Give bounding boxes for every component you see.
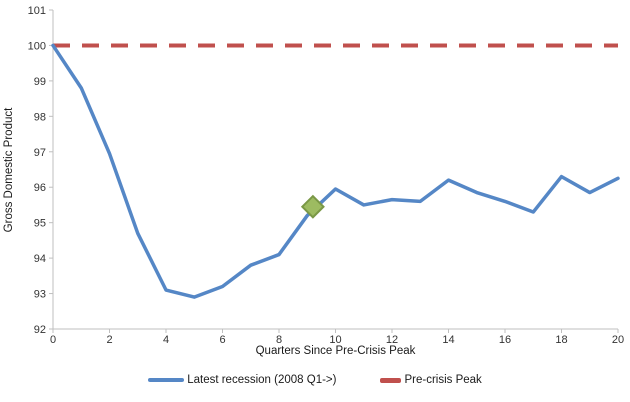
x-tick-label: 2 [106, 334, 112, 346]
x-tick-label: 6 [219, 334, 225, 346]
y-tick-label: 98 [34, 111, 46, 123]
x-tick-label: 0 [50, 334, 56, 346]
x-tick-label: 18 [555, 334, 567, 346]
y-tick-label: 97 [34, 147, 46, 159]
y-axis-title: Gross Domestic Product [3, 107, 15, 233]
legend-label-latest-recession: Latest recession (2008 Q1->) [187, 374, 337, 386]
x-axis-title: Quarters Since Pre-Crisis Peak [255, 345, 416, 357]
y-tick-label: 92 [34, 324, 46, 336]
x-tick-label: 14 [442, 334, 454, 346]
y-tick-label: 99 [34, 76, 46, 88]
y-tick-label: 95 [34, 218, 46, 230]
x-tick-label: 20 [612, 334, 624, 346]
legend-item-latest-recession: Latest recession (2008 Q1->) [148, 374, 336, 386]
legend-item-pre-crisis-peak: Pre-crisis Peak [380, 374, 482, 386]
x-tick-label: 4 [163, 334, 169, 346]
x-tick-label: 16 [499, 334, 511, 346]
x-tick-label: 8 [276, 334, 282, 346]
latest-recession-line [51, 43, 620, 299]
legend-line-swatch [148, 378, 185, 382]
x-tick-label: 10 [329, 334, 341, 346]
y-tick-label: 96 [34, 182, 46, 194]
y-tick-label: 101 [28, 5, 46, 17]
latest-estimate-diamond [300, 194, 325, 219]
y-tick-label: 100 [28, 40, 46, 52]
legend-label-pre-crisis-peak: Pre-crisis Peak [404, 374, 482, 386]
x-tick-label: 12 [386, 334, 398, 346]
legend: Latest recession (2008 Q1->) Pre-crisis … [0, 371, 630, 389]
legend-dash-swatch [380, 377, 402, 383]
y-tick-label: 93 [34, 289, 46, 301]
y-tick-label: 94 [34, 253, 46, 265]
